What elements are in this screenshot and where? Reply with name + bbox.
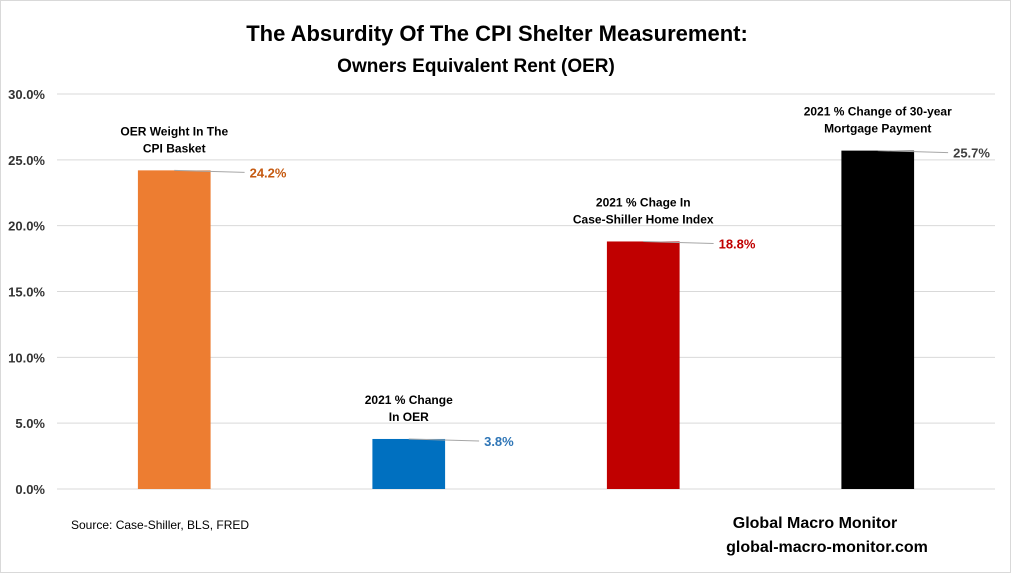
bar-value-label: 24.2% [250, 165, 287, 180]
y-tick-label: 25.0% [8, 153, 45, 168]
gridlines [57, 93, 995, 490]
bar-category-label: Mortgage Payment [824, 122, 931, 136]
brand-url: global-macro-monitor.com [726, 539, 928, 556]
source-note: Source: Case-Shiller, BLS, FRED [71, 518, 249, 532]
bar-value-label: 18.8% [719, 236, 756, 251]
bar-category-label: 2021 % Change [365, 393, 453, 407]
bar-category-label: OER Weight In The [120, 124, 228, 138]
bar-category-label: 2021 % Change of 30-year [804, 105, 952, 119]
bar [606, 241, 680, 489]
leader-line [877, 150, 949, 154]
bar-category-label: Case-Shiller Home Index [573, 212, 714, 226]
bar-category-label: In OER [389, 410, 429, 424]
bars [137, 150, 915, 489]
data-labels: OER Weight In The CPI Basket 24.2% 2021 % C… [120, 105, 990, 449]
bar-value-label: 3.8% [484, 434, 514, 449]
y-tick-label: 15.0% [8, 285, 45, 300]
bar [137, 170, 211, 489]
y-tick-label: 20.0% [8, 219, 45, 234]
brand-name: Global Macro Monitor [733, 515, 897, 532]
bar-category-label: 2021 % Chage In [596, 195, 691, 209]
bar [841, 150, 915, 489]
y-axis: 0.0% 5.0% 10.0% 15.0% 20.0% 25.0% 30.0% [8, 87, 45, 497]
leader-line [408, 438, 480, 442]
y-tick-label: 30.0% [8, 87, 45, 102]
bar [372, 438, 446, 489]
leader-line [643, 240, 714, 244]
chart-title: The Absurdity Of The CPI Shelter Measure… [246, 21, 748, 46]
bar-category-label: CPI Basket [143, 141, 206, 155]
chart-subtitle: Owners Equivalent Rent (OER) [337, 56, 615, 77]
y-tick-label: 5.0% [15, 416, 45, 431]
leader-line [174, 169, 245, 173]
bar-value-label: 25.7% [953, 146, 990, 161]
y-tick-label: 10.0% [8, 350, 45, 365]
y-tick-label: 0.0% [15, 482, 45, 497]
